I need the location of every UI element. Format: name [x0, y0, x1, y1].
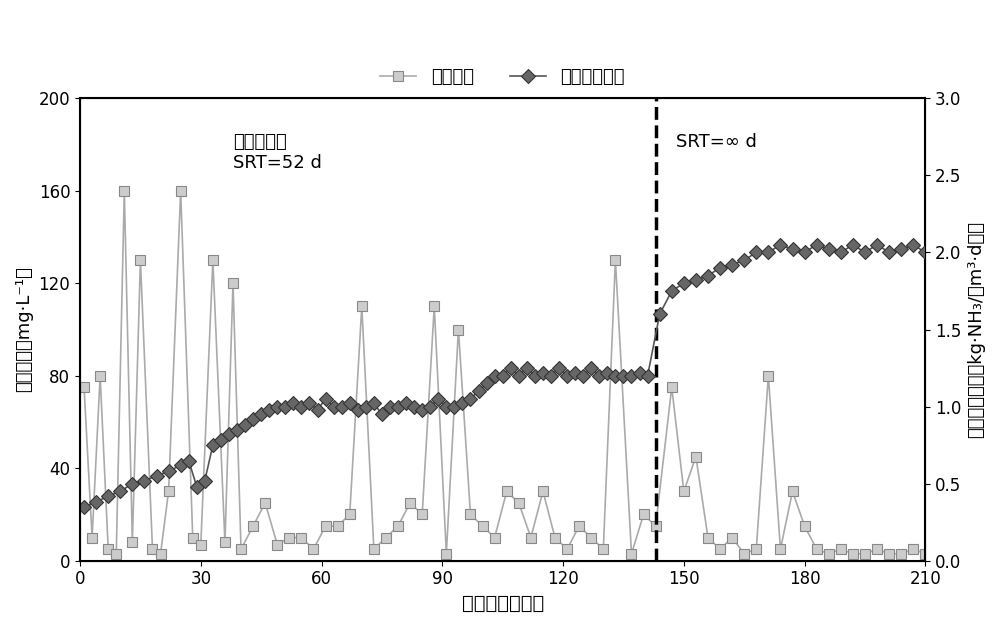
Text: SRT=∞ d: SRT=∞ d — [676, 133, 757, 151]
Y-axis label: 氨氮浓度（mg·L⁻¹）: 氨氮浓度（mg·L⁻¹） — [15, 266, 33, 392]
出水氨氮 — [919, 550, 931, 558]
氨氮容积负荷 — [609, 372, 621, 379]
出水氨氮 — [859, 550, 871, 558]
氨氮容积负荷 — [774, 241, 786, 249]
出水氨氮 — [344, 511, 356, 518]
出水氨氮 — [549, 534, 561, 541]
X-axis label: 运行时间（天）: 运行时间（天） — [462, 594, 544, 613]
氨氮容积负荷 — [762, 249, 774, 256]
Line: 出水氨氮: 出水氨氮 — [79, 186, 930, 559]
出水氨氮 — [235, 545, 247, 553]
氨氮容积负荷 — [328, 403, 340, 410]
氨氮容积负荷 — [919, 249, 931, 256]
出水氨氮 — [537, 487, 549, 495]
氨氮容积负荷 — [738, 256, 750, 264]
Text: 间歇排泥，
SRT=52 d: 间歇排泥， SRT=52 d — [233, 133, 322, 172]
出水氨氮 — [78, 384, 90, 391]
氨氮容积负荷 — [207, 441, 219, 449]
氨氮容积负荷 — [78, 503, 90, 511]
Line: 氨氮容积负荷: 氨氮容积负荷 — [79, 240, 930, 512]
出水氨氮 — [247, 522, 259, 530]
Y-axis label: 氨氮容积负荷（kg·NH₃/（m³·d））: 氨氮容积负荷（kg·NH₃/（m³·d）） — [967, 221, 985, 438]
出水氨氮 — [110, 550, 122, 558]
氨氮容积负荷 — [883, 249, 895, 256]
Legend: 出水氨氮, 氨氮容积负荷: 出水氨氮, 氨氮容积负荷 — [373, 61, 632, 94]
出水氨氮 — [118, 187, 130, 195]
